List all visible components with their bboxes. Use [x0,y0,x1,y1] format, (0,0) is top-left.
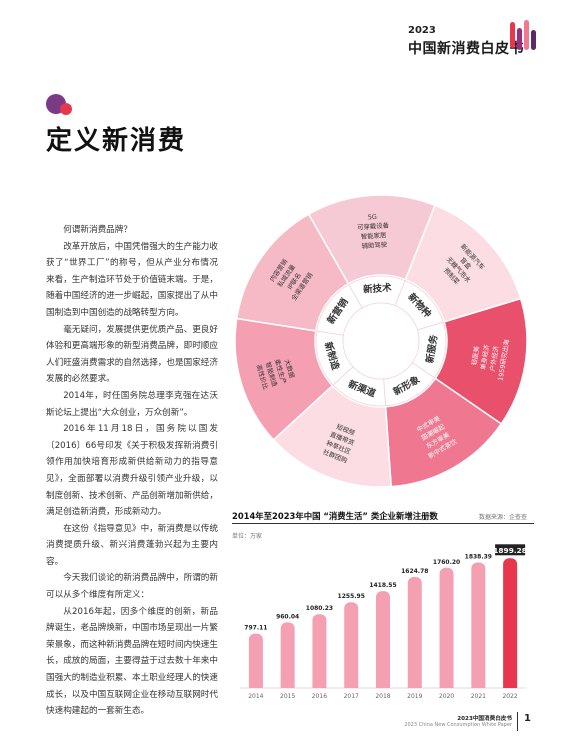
header-title: 中国新消费白皮书 [408,41,524,57]
data-label: 1760.20 [433,559,460,566]
chart-unit: 单位：万家 [232,533,263,540]
x-tick-label: 2019 [407,693,422,700]
bar [503,558,518,688]
x-tick-label: 2018 [375,693,390,700]
bar [407,577,422,688]
wheel-outer-segment [307,194,436,285]
bar-chart: 797.11 2014 960.04 2015 1080.23 2016 1255.95 20… [240,544,527,700]
bar-base [503,682,518,688]
x-tick-label: 2017 [344,693,359,700]
data-label: 1899.28 [493,546,527,555]
bar-base [312,682,327,688]
x-tick-label: 2016 [312,693,327,700]
paragraph: 何谓新消费品牌？ [63,225,132,235]
data-label: 1838.39 [465,553,492,560]
bar-base [407,682,422,688]
x-tick-label: 2015 [280,693,295,700]
paragraph: 2016年11月18日，国务院以国发〔2016〕66号印发《关于积极发挥新消费引… [46,424,218,518]
bar-base [471,682,486,688]
data-label: 1624.78 [401,568,428,575]
wheel-outer-segment [272,384,392,488]
bar-base [280,682,295,688]
x-tick-label: 2021 [471,693,486,700]
x-tick-label: 2014 [248,693,263,700]
data-label: 1418.55 [369,582,396,589]
body-text: 何谓新消费品牌？ 改革开放后，中国凭借强大的生产能力收获了“世界工厂”的称号，但… [46,222,218,720]
chart-rule [232,523,534,524]
footer-divider [517,712,518,731]
wheel-outer-label: 单身经济 [478,343,491,370]
page-title: 定义新消费 [46,126,187,156]
wheel-outer-segment [434,297,528,425]
wheel-outer-segment [384,377,503,488]
data-label: 960.04 [276,613,299,620]
bar-base [248,682,263,688]
bar-base [376,682,390,688]
bar [344,602,359,688]
bar-base [344,682,359,688]
bar [471,562,486,688]
wheel-center [342,302,420,380]
bar [312,614,327,688]
wheel-inner-label: 新服务 [424,333,440,364]
concept-wheel: 新技术5G可穿戴设备智能家居辅助驾驶新物种新能源汽车盲盒无糖气泡水预制菜新服务轻… [234,194,528,488]
wheel-outer-label: 5G [368,213,378,222]
wheel-outer-label: 可穿戴设备 [357,220,390,231]
x-tick-label: 2022 [502,693,517,700]
header-year: 2023 [408,25,436,36]
wheel-outer-segment [235,213,350,332]
data-label: 797.11 [244,625,267,632]
paragraph: 2014年，时任国务院总理李克强在达沃斯论坛上提出“大众创业，万众创新”。 [46,390,218,418]
footer-title: 2023中国消费白皮书 [457,716,512,722]
wheel-outer-label: 智能家居 [361,230,387,241]
bar [376,591,390,688]
paragraph: 毫无疑问，发展提供更优质产品、更良好体验和更高端形象的新型消费品牌，即时顺应人们… [46,324,218,385]
wheel-inner-label: 新技术 [363,282,393,296]
wheel-outer-label: 户外经济 [487,345,500,372]
footer-subtitle: 2023 China New Consumption White Paper [404,722,512,728]
decor-circle-red [60,103,72,115]
data-label: 1255.95 [338,593,365,600]
logo-icon [510,20,536,50]
bar [280,622,295,688]
page-number: 1 [524,713,531,724]
chart-title: 2014年至2023年中国 “消费生活” 类企业新增注册数 [232,511,438,521]
bar-base [439,682,454,688]
chart-source: 数据来源：企查查 [479,514,528,521]
bar [439,567,454,688]
paragraph: 今天我们谈论的新消费品牌中，所谓的新可以从多个维度有所定义： [46,573,218,601]
wheel-outer-label: 轻医美 [469,345,481,366]
paragraph: 改革开放后，中国凭借强大的生产能力收获了“世界工厂”的称号，但从产业分布情况来看… [46,241,218,318]
highlight-label-bg [495,544,526,556]
wheel-outer-segment [234,317,334,441]
bar [248,633,263,688]
data-label: 1080.23 [306,605,333,612]
paragraph: 在这份《指导意见》中，新消费是以传统消费提质升级、新兴消费蓬勃兴起为主要内容。 [46,523,218,567]
wheel-outer-segment [404,204,522,323]
x-tick-label: 2020 [439,693,454,700]
paragraph: 从2016年起，因多个维度的创新，新品牌诞生，老品牌焕新，中国市场呈现出一片繁荣… [46,606,218,717]
wheel-outer-label: 辅助驾驶 [361,240,388,251]
